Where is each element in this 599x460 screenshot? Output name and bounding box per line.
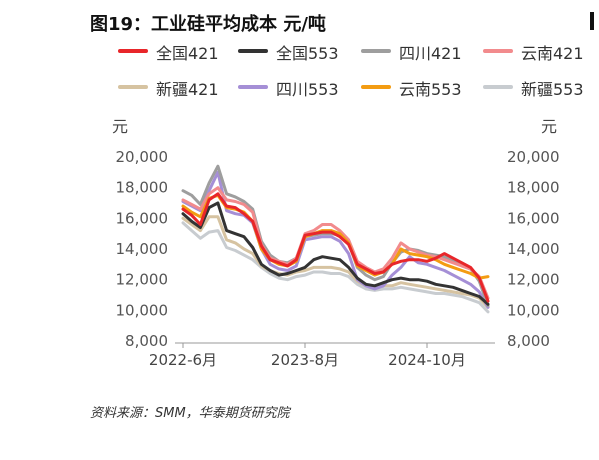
y-tick-left-label: 10,000 <box>116 301 169 319</box>
y-tick-right-label: 18,000 <box>507 179 560 197</box>
legend-swatch <box>483 85 513 89</box>
y-tick-right-label: 10,000 <box>507 301 560 319</box>
legend-label: 全国553 <box>276 44 339 63</box>
series-line-1 <box>181 201 490 306</box>
series-line-7 <box>181 221 490 314</box>
x-tick-label: 2023-8月 <box>271 351 339 369</box>
series-line-4 <box>181 215 490 309</box>
y-tick-right-label: 16,000 <box>507 209 560 227</box>
x-tick-label: 2022-6月 <box>149 351 217 369</box>
x-tick-label: 2024-10月 <box>388 351 466 369</box>
y-ticks-right: 8,000 10,000 12,000 14,000 16,000 18,000 20,00… <box>507 148 560 350</box>
series-line-3 <box>181 186 490 300</box>
edge-mark <box>590 12 594 30</box>
y-tick-left-label: 12,000 <box>116 271 169 289</box>
legend-label: 云南421 <box>521 44 584 63</box>
line-chart: 元 元 8,000 10,000 12,000 14,000 16,000 18,000 2… <box>112 117 560 369</box>
series-line-5 <box>181 170 490 309</box>
y-unit-left: 元 <box>112 117 128 136</box>
y-tick-left-label: 20,000 <box>116 148 169 166</box>
legend-swatch <box>361 85 391 89</box>
y-tick-right-label: 8,000 <box>507 332 550 350</box>
y-tick-left-label: 16,000 <box>116 209 169 227</box>
legend-swatch <box>483 49 513 53</box>
y-ticks-left: 8,000 10,000 12,000 14,000 16,000 18,000 20,00… <box>116 148 169 350</box>
legend-swatch <box>238 49 268 53</box>
series-line-0 <box>181 192 490 303</box>
x-ticks: 2022-6月 2023-8月 2024-10月 <box>149 343 466 369</box>
legend-swatch <box>118 85 148 89</box>
legend-swatch <box>118 49 148 53</box>
legend-swatch <box>361 49 391 53</box>
legend-label: 四川553 <box>276 80 339 99</box>
y-tick-left-label: 18,000 <box>116 179 169 197</box>
series-group <box>181 164 490 314</box>
y-tick-right-label: 20,000 <box>507 148 560 166</box>
legend-swatch <box>238 85 268 89</box>
legend-label: 新疆553 <box>521 80 584 99</box>
y-tick-left-label: 14,000 <box>116 240 169 258</box>
y-tick-right-label: 14,000 <box>507 240 560 258</box>
legend-label: 云南553 <box>399 80 462 99</box>
legend-label: 四川421 <box>399 44 462 63</box>
y-unit-right: 元 <box>541 117 557 136</box>
legend-label: 新疆421 <box>156 80 219 99</box>
y-tick-left-label: 8,000 <box>125 332 168 350</box>
chart-title: 图19：工业硅平均成本 元/吨 <box>90 14 326 35</box>
y-tick-right-label: 12,000 <box>507 271 560 289</box>
legend-label: 全国421 <box>156 44 219 63</box>
source-note: 资料来源：SMM，华泰期货研究院 <box>90 406 290 421</box>
